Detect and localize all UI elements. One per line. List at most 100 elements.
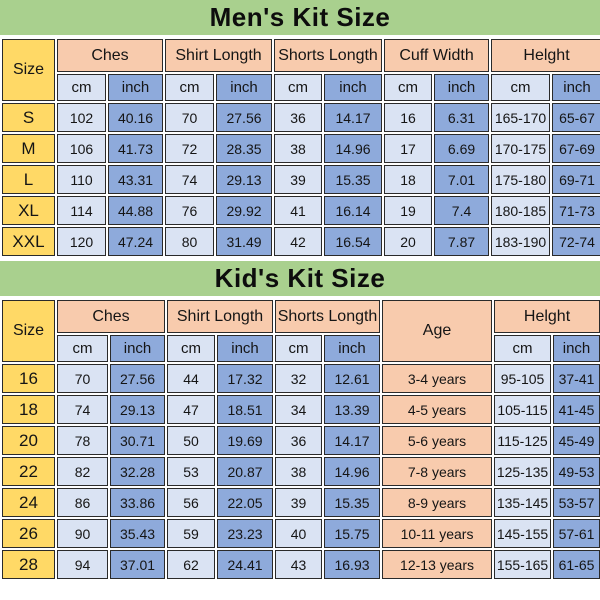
units-row: cm inch cm inch cm inch cm inch xyxy=(2,335,600,362)
table-row: S 102 40.16 70 27.56 36 14.17 16 6.31 165-170 65-6… xyxy=(2,103,600,132)
data-cell: 6.31 xyxy=(434,103,490,132)
data-cell: 183-190 xyxy=(491,227,551,256)
data-cell: 7.01 xyxy=(434,165,490,194)
data-cell: 33.86 xyxy=(110,488,166,517)
data-cell: 19 xyxy=(384,196,433,225)
data-cell: 24.41 xyxy=(217,550,274,579)
data-cell: 125-135 xyxy=(494,457,552,486)
data-cell: 47.24 xyxy=(108,227,164,256)
units-row: cm inch cm inch cm inch cm inch cm inch xyxy=(2,74,600,101)
kids-table-head: Size Ches Shirt Longth Shorts Longth Age Helg… xyxy=(2,300,600,362)
data-cell: 22.05 xyxy=(217,488,274,517)
age-cell: 8-9 years xyxy=(382,488,493,517)
table-row: 18 74 29.13 47 18.51 34 13.39 4-5 years 105-115 4… xyxy=(2,395,600,424)
data-cell: 16 xyxy=(384,103,433,132)
data-cell: 61-65 xyxy=(553,550,600,579)
unit-cm-header: cm xyxy=(384,74,433,101)
data-cell: 23.23 xyxy=(217,519,274,548)
data-cell: 44.88 xyxy=(108,196,164,225)
age-cell: 10-11 years xyxy=(382,519,493,548)
data-cell: 7.87 xyxy=(434,227,490,256)
unit-cm-header: cm xyxy=(167,335,216,362)
unit-inch-header: inch xyxy=(217,335,274,362)
data-cell: 43 xyxy=(275,550,323,579)
size-cell: 24 xyxy=(2,488,55,517)
data-cell: 120 xyxy=(57,227,106,256)
group-header: Shirt Longth xyxy=(165,39,273,72)
size-cell: 28 xyxy=(2,550,55,579)
data-cell: 39 xyxy=(275,488,323,517)
data-cell: 135-145 xyxy=(494,488,552,517)
age-cell: 5-6 years xyxy=(382,426,493,455)
data-cell: 114 xyxy=(57,196,106,225)
data-cell: 65-67 xyxy=(552,103,600,132)
data-cell: 115-125 xyxy=(494,426,552,455)
data-cell: 41-45 xyxy=(553,395,600,424)
unit-cm-header: cm xyxy=(57,74,106,101)
data-cell: 36 xyxy=(274,103,323,132)
kids-section: Kid's Kit Size Size Ches Shirt Longth Short… xyxy=(0,261,600,581)
data-cell: 28.35 xyxy=(216,134,273,163)
data-cell: 43.31 xyxy=(108,165,164,194)
data-cell: 41 xyxy=(274,196,323,225)
data-cell: 14.17 xyxy=(324,426,381,455)
unit-inch-header: inch xyxy=(553,335,600,362)
group-header: Ches xyxy=(57,39,164,72)
data-cell: 170-175 xyxy=(491,134,551,163)
size-cell: XL xyxy=(2,196,55,225)
data-cell: 29.13 xyxy=(110,395,166,424)
data-cell: 17.32 xyxy=(217,364,274,393)
data-cell: 67-69 xyxy=(552,134,600,163)
data-cell: 29.13 xyxy=(216,165,273,194)
data-cell: 37-41 xyxy=(553,364,600,393)
table-row: XXL 120 47.24 80 31.49 42 16.54 20 7.87 183-190 72… xyxy=(2,227,600,256)
data-cell: 7.4 xyxy=(434,196,490,225)
data-cell: 13.39 xyxy=(324,395,381,424)
size-cell: XXL xyxy=(2,227,55,256)
data-cell: 42 xyxy=(274,227,323,256)
mens-table-body: S 102 40.16 70 27.56 36 14.17 16 6.31 165-170 65-6… xyxy=(2,103,600,256)
size-cell: 26 xyxy=(2,519,55,548)
unit-cm-header: cm xyxy=(274,74,323,101)
data-cell: 180-185 xyxy=(491,196,551,225)
table-row: M 106 41.73 72 28.35 38 14.96 17 6.69 170-175 67-6… xyxy=(2,134,600,163)
size-cell: 22 xyxy=(2,457,55,486)
data-cell: 15.35 xyxy=(324,488,381,517)
data-cell: 71-73 xyxy=(552,196,600,225)
data-cell: 32 xyxy=(275,364,323,393)
age-header: Age xyxy=(382,300,493,362)
group-header: Shirt Longth xyxy=(167,300,274,333)
data-cell: 49-53 xyxy=(553,457,600,486)
data-cell: 40.16 xyxy=(108,103,164,132)
unit-inch-header: inch xyxy=(216,74,273,101)
data-cell: 95-105 xyxy=(494,364,552,393)
unit-inch-header: inch xyxy=(324,74,383,101)
data-cell: 155-165 xyxy=(494,550,552,579)
data-cell: 29.92 xyxy=(216,196,273,225)
table-row: 22 82 32.28 53 20.87 38 14.96 7-8 years 125-135 4… xyxy=(2,457,600,486)
data-cell: 17 xyxy=(384,134,433,163)
unit-cm-header: cm xyxy=(494,335,552,362)
unit-inch-header: inch xyxy=(434,74,490,101)
data-cell: 74 xyxy=(165,165,215,194)
age-cell: 7-8 years xyxy=(382,457,493,486)
data-cell: 41.73 xyxy=(108,134,164,163)
data-cell: 27.56 xyxy=(216,103,273,132)
data-cell: 145-155 xyxy=(494,519,552,548)
data-cell: 62 xyxy=(167,550,216,579)
table-row: XL 114 44.88 76 29.92 41 16.14 19 7.4 180-185 71-7… xyxy=(2,196,600,225)
size-cell: 18 xyxy=(2,395,55,424)
data-cell: 47 xyxy=(167,395,216,424)
unit-cm-header: cm xyxy=(275,335,323,362)
data-cell: 27.56 xyxy=(110,364,166,393)
data-cell: 18.51 xyxy=(217,395,274,424)
unit-inch-header: inch xyxy=(324,335,381,362)
data-cell: 72-74 xyxy=(552,227,600,256)
data-cell: 35.43 xyxy=(110,519,166,548)
data-cell: 110 xyxy=(57,165,106,194)
table-row: 20 78 30.71 50 19.69 36 14.17 5-6 years 115-125 4… xyxy=(2,426,600,455)
size-cell: S xyxy=(2,103,55,132)
unit-inch-header: inch xyxy=(110,335,166,362)
data-cell: 70 xyxy=(57,364,108,393)
data-cell: 59 xyxy=(167,519,216,548)
